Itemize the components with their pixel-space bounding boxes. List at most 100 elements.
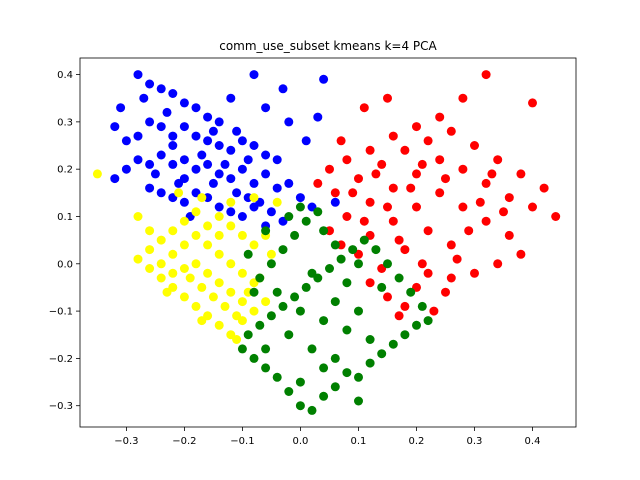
data-point-1-28 [365,197,375,207]
data-point-2-40 [237,297,247,307]
data-point-3-48 [365,335,375,344]
y-tick-label: 0.4 [57,70,73,81]
x-tick-label: −0.1 [230,436,254,447]
data-point-2-41 [208,292,218,302]
data-point-0-79 [330,197,340,207]
data-point-2-3 [272,197,282,207]
data-point-2-35 [179,264,189,273]
data-point-0-76 [232,126,242,136]
data-point-1-10 [330,188,340,198]
data-point-2-43 [185,273,195,283]
data-point-1-51 [423,268,433,278]
data-point-3-31 [406,287,416,297]
data-point-1-38 [481,216,491,226]
data-point-0-21 [191,131,201,141]
data-point-1-11 [354,174,363,184]
data-point-0-50 [156,188,166,198]
data-point-3-43 [249,287,259,297]
data-point-0-28 [272,155,282,165]
data-point-0-18 [156,122,166,132]
x-tick-label: 0.0 [292,436,308,447]
data-point-1-71 [383,93,392,103]
data-point-1-66 [371,169,381,179]
x-tick-label: 0.3 [467,436,483,447]
data-point-3-16 [412,320,421,330]
data-point-2-11 [156,235,166,245]
data-point-1-34 [388,216,398,226]
data-point-3-1 [307,405,317,415]
data-point-1-47 [365,278,375,288]
data-point-3-7 [354,396,363,406]
data-point-0-32 [121,164,131,174]
data-point-1-69 [446,273,456,283]
data-point-3-34 [266,259,276,269]
data-point-2-9 [179,216,189,226]
x-tick-label: 0.2 [409,436,425,447]
data-point-2-37 [203,268,213,278]
y-tick-label: 0.0 [57,259,73,270]
data-point-0-36 [168,159,178,169]
data-point-0-12 [319,74,329,84]
data-point-2-53 [214,230,224,240]
data-point-1-26 [412,169,421,179]
data-point-2-28 [214,249,224,259]
data-point-0-72 [174,178,184,188]
data-point-1-64 [359,216,369,226]
data-point-2-14 [145,264,155,273]
data-point-1-45 [400,245,410,255]
data-point-2-27 [226,259,236,269]
data-point-3-12 [388,339,398,349]
y-axis: −0.3 −0.2 −0.1 0.0 0.1 0.2 0.3 0.4 [49,70,80,412]
data-point-3-60 [261,344,271,354]
data-point-3-26 [348,245,358,255]
data-point-1-9 [313,178,323,188]
data-point-3-11 [377,349,387,359]
data-point-0-23 [214,141,224,150]
data-point-0-5 [191,103,201,113]
data-point-3-3 [284,387,294,396]
x-tick-label: 0.4 [525,436,541,447]
data-point-3-15 [400,330,410,340]
data-point-0-37 [179,155,189,165]
data-point-0-27 [261,150,271,160]
data-point-2-42 [197,282,207,292]
data-point-3-28 [371,245,381,255]
data-point-0-16 [133,131,143,141]
data-point-1-44 [423,226,433,236]
data-point-3-58 [307,344,317,354]
data-point-1-42 [470,268,479,278]
y-tick-label: 0.3 [57,117,73,128]
data-point-0-67 [220,159,230,169]
data-point-3-20 [278,301,288,311]
data-point-2-56 [197,316,207,326]
data-point-0-6 [203,112,213,122]
data-point-2-26 [237,268,247,278]
data-point-0-56 [226,207,236,217]
y-tick-label: 0.1 [57,212,73,223]
data-point-3-54 [377,282,387,292]
data-point-3-44 [272,287,282,297]
data-point-1-7 [342,155,352,165]
data-point-1-48 [383,292,392,302]
data-point-3-45 [295,306,305,316]
data-point-3-62 [319,363,329,373]
data-point-1-57 [475,197,485,207]
data-point-3-24 [325,264,334,273]
data-point-3-46 [319,316,329,326]
data-point-0-26 [249,141,259,150]
data-point-1-65 [348,188,358,198]
data-point-1-39 [504,230,514,240]
data-point-1-12 [377,159,387,169]
data-point-2-31 [179,240,189,250]
data-point-3-57 [284,330,294,340]
data-point-2-52 [226,221,236,231]
data-point-3-39 [295,202,305,212]
data-point-2-38 [214,278,224,288]
data-point-0-74 [139,93,149,103]
data-point-1-72 [336,136,346,146]
data-point-3-37 [301,216,311,226]
data-point-1-68 [417,259,427,269]
data-point-3-21 [290,292,300,302]
data-point-3-61 [354,372,363,382]
